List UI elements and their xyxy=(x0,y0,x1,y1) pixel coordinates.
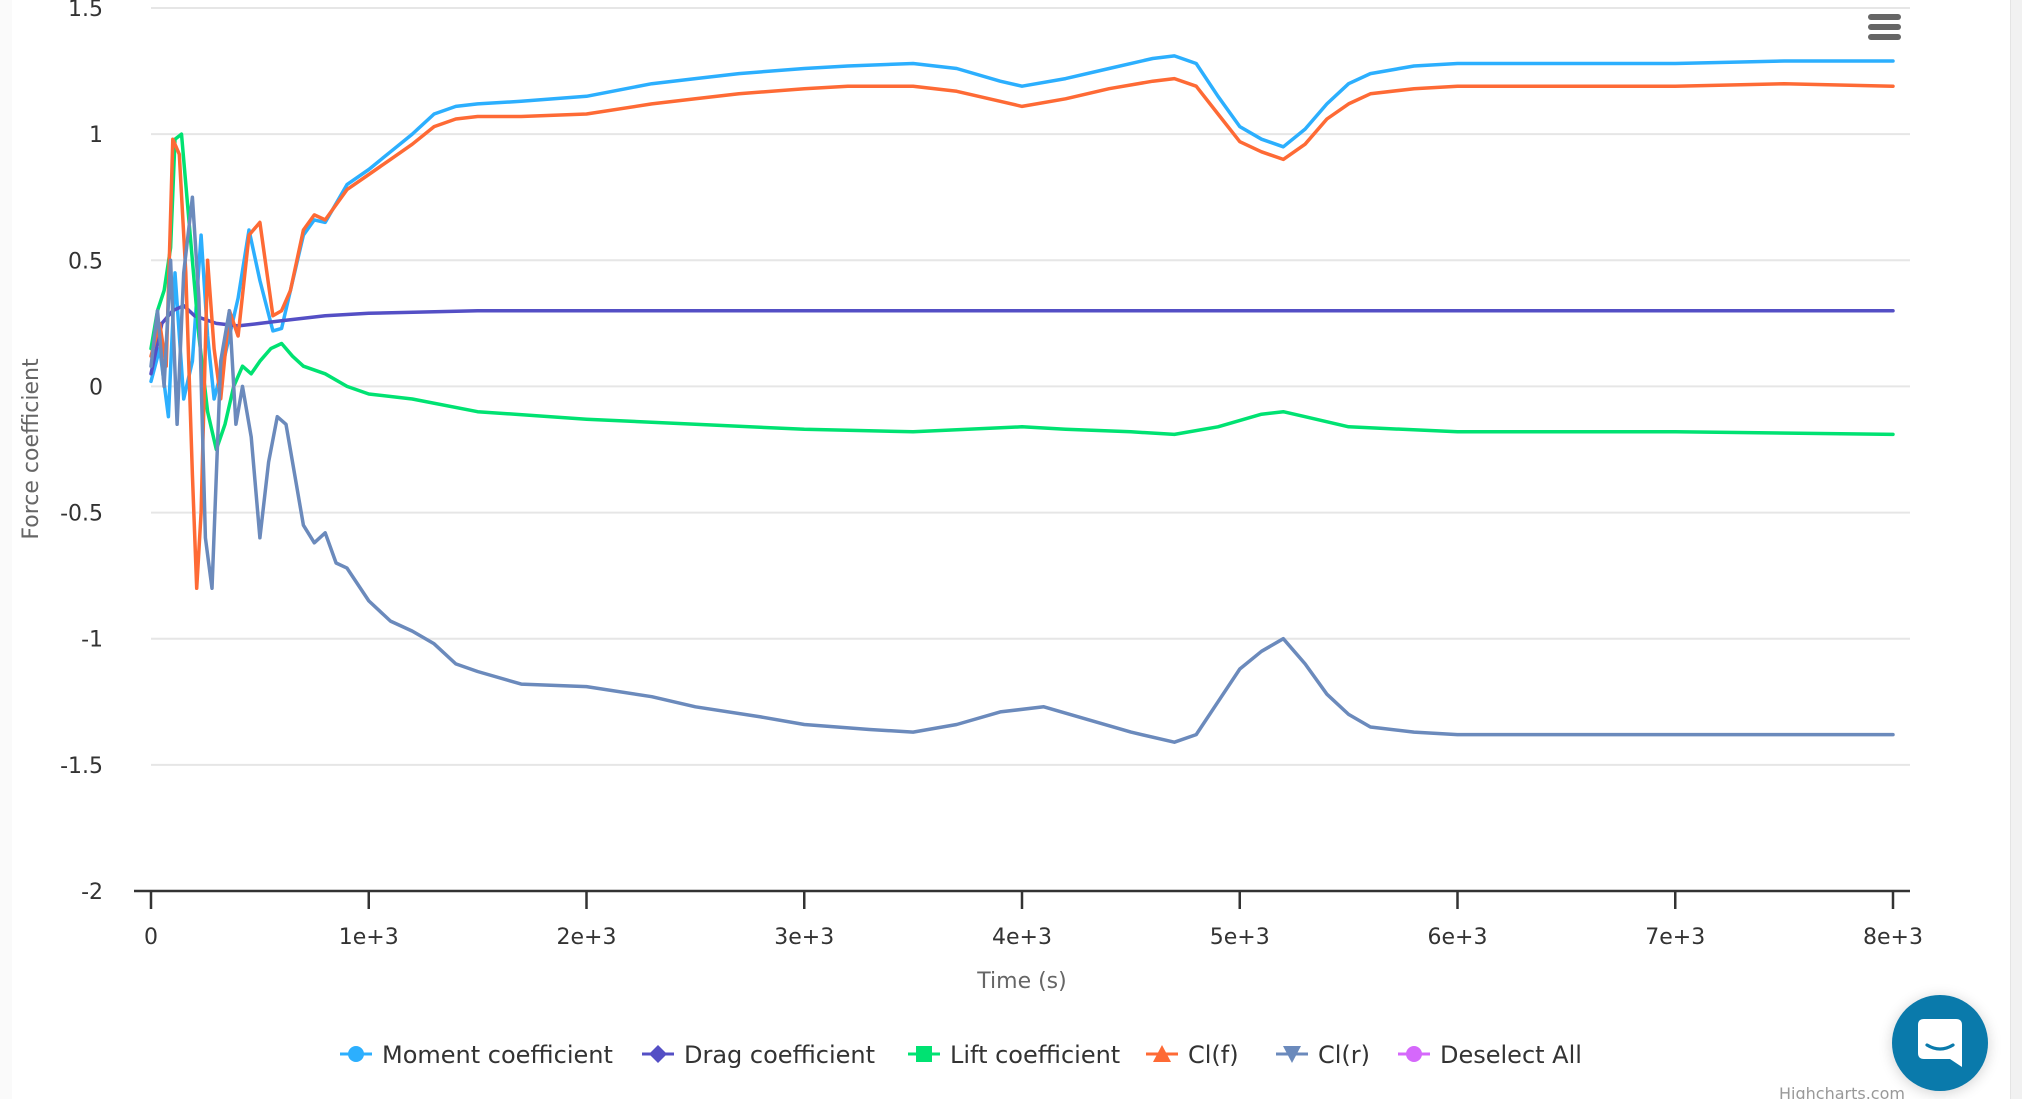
x-tick-label: 4e+3 xyxy=(992,925,1052,950)
legend-marker-circle-icon xyxy=(1406,1046,1422,1062)
y-tick-label: -1 xyxy=(81,628,103,653)
legend-item-deselect-all[interactable]: Deselect All xyxy=(1398,1041,1582,1069)
legend-item-moment-coefficient[interactable]: Moment coefficient xyxy=(340,1041,613,1069)
y-tick-label: -1.5 xyxy=(60,754,103,779)
x-tick-label: 8e+3 xyxy=(1863,925,1923,950)
y-axis-title: Force coefficient xyxy=(19,358,44,540)
y-tick-label: -2 xyxy=(81,880,103,905)
x-axis: 0 1e+3 2e+3 3e+3 4e+3 5e+3 6e+3 7e+3 8e+3 xyxy=(134,889,1923,950)
chat-bubble-icon xyxy=(1918,1019,1962,1067)
x-tick-label: 5e+3 xyxy=(1210,925,1270,950)
hamburger-menu-icon-bar xyxy=(1868,24,1901,30)
legend: Moment coefficient Drag coefficient Lift c… xyxy=(340,1041,1582,1069)
hamburger-menu-icon-bar xyxy=(1868,14,1901,20)
legend-label[interactable]: Lift coefficient xyxy=(950,1041,1120,1069)
legend-marker-square-icon xyxy=(916,1046,932,1062)
x-tick-label: 7e+3 xyxy=(1645,925,1705,950)
legend-item-drag-coefficient[interactable]: Drag coefficient xyxy=(642,1041,875,1069)
credits-link[interactable]: Highcharts.com xyxy=(1779,1084,1905,1099)
legend-label[interactable]: Cl(f) xyxy=(1188,1041,1239,1069)
y-tick-label: -0.5 xyxy=(60,502,103,527)
series-line-drag-coefficient[interactable] xyxy=(149,303,1895,376)
page-scrollbar[interactable] xyxy=(2010,0,2022,1099)
hamburger-menu-icon-bar xyxy=(1868,34,1901,40)
y-tick-label: 0 xyxy=(89,375,103,400)
legend-item-lift-coefficient[interactable]: Lift coefficient xyxy=(908,1041,1120,1069)
legend-label[interactable]: Deselect All xyxy=(1440,1041,1582,1069)
y-tick-label: 1.5 xyxy=(68,0,103,22)
x-tick-label: 1e+3 xyxy=(339,925,399,950)
series-line-lift-coefficient[interactable] xyxy=(149,132,1895,452)
legend-marker-diamond-icon xyxy=(649,1045,667,1063)
legend-label[interactable]: Cl(r) xyxy=(1318,1041,1370,1069)
x-tick-label: 2e+3 xyxy=(557,925,617,950)
x-tick-label: 3e+3 xyxy=(774,925,834,950)
series-lines xyxy=(149,54,1895,744)
grid-lines xyxy=(151,7,1910,766)
legend-marker-triangle-icon xyxy=(1153,1045,1171,1062)
y-tick-label: 1 xyxy=(89,123,103,148)
x-tick-label: 6e+3 xyxy=(1428,925,1488,950)
chat-launcher-button[interactable] xyxy=(1892,995,1988,1091)
legend-item-cl-r[interactable]: Cl(r) xyxy=(1276,1041,1370,1069)
x-tick-label: 0 xyxy=(144,925,158,950)
x-axis-title: Time (s) xyxy=(976,969,1066,994)
legend-label[interactable]: Drag coefficient xyxy=(684,1041,875,1069)
series-line-moment-coefficient[interactable] xyxy=(149,54,1895,419)
legend-label[interactable]: Moment coefficient xyxy=(382,1041,613,1069)
legend-item-cl-f[interactable]: Cl(f) xyxy=(1146,1041,1239,1069)
chart-context-menu-button[interactable] xyxy=(1862,10,1902,44)
legend-marker-triangle-down-icon xyxy=(1283,1046,1301,1063)
y-axis-labels: -2 -1.5 -1 -0.5 0 0.5 1 1.5 xyxy=(60,0,103,905)
series-line-cl-r[interactable] xyxy=(149,195,1895,744)
y-tick-label: 0.5 xyxy=(68,249,103,274)
legend-marker-circle-icon xyxy=(348,1046,364,1062)
series-line-cl-f[interactable] xyxy=(149,76,1895,591)
page-margin xyxy=(0,0,12,1099)
